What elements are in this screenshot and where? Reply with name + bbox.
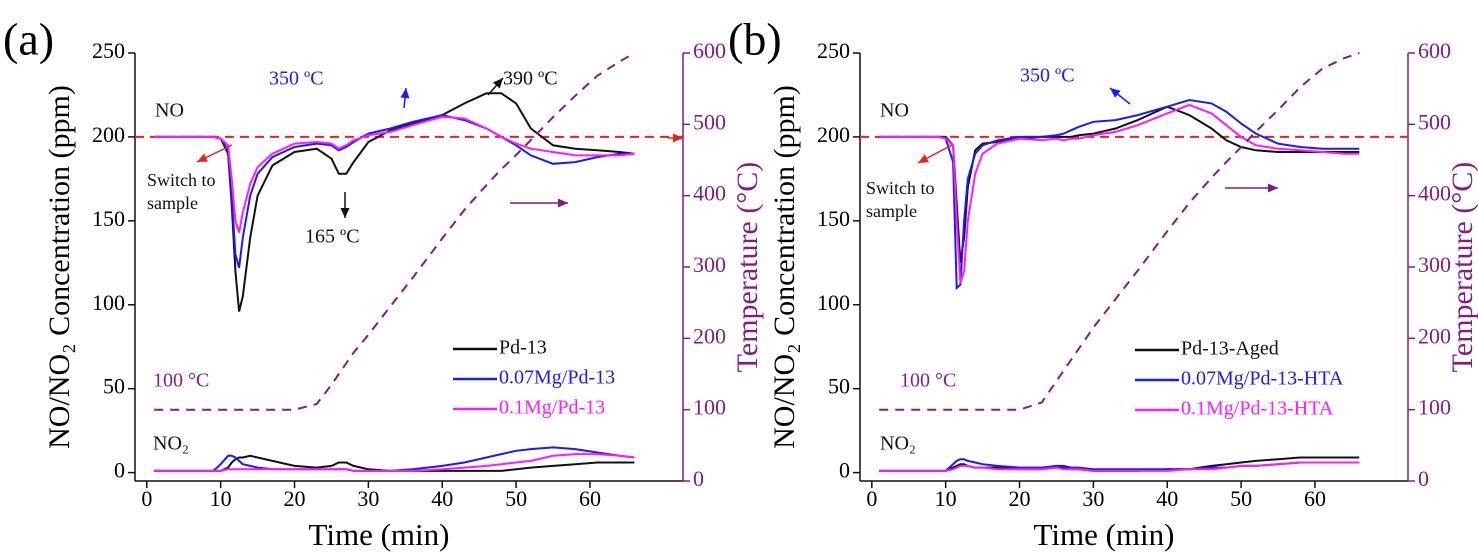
y-tick-label: 250 [817,38,850,63]
y2-tick-label: 600 [1418,38,1451,63]
series-line [879,461,1360,472]
x-tick-label: 40 [431,486,453,511]
y-tick-label: 0 [839,458,850,483]
arrow-head [1268,183,1278,193]
x-axis-label: Time (min) [309,517,450,552]
annotation: NO₂ [153,433,189,455]
annotation: 390 ºC [503,68,558,90]
series-line [154,115,635,233]
annotation: NO₂ [880,433,916,455]
y2-tick-label: 200 [693,323,726,348]
y2-tick-label: 200 [1418,323,1451,348]
annotation: 100 °C [153,370,209,392]
x-tick-label: 40 [1156,486,1178,511]
x-tick-label: 10 [935,486,957,511]
y-tick-label: 50 [828,374,850,399]
annotation: 350 ºC [1020,65,1075,87]
x-tick-label: 60 [579,486,601,511]
y2-tick-label: 100 [693,395,726,420]
y-axis-label: NO/NO₂ Concentration (ppm) [43,85,76,449]
annotation: NO [155,100,184,122]
y2-tick-label: 500 [693,109,726,134]
x-tick-label: 0 [866,486,877,511]
arrow-head [493,78,503,89]
annotation: 100 °C [900,370,956,392]
legend-label: 0.07Mg/Pd-13-HTA [1181,368,1344,390]
panel-label: (b) [728,14,782,65]
x-tick-label: 20 [1009,486,1031,511]
y-tick-label: 100 [92,290,125,315]
arrow-head [1110,88,1121,98]
y-tick-label: 250 [92,38,125,63]
x-tick-label: 20 [284,486,306,511]
arrow-head [340,208,350,218]
legend-label: 0.1Mg/Pd-13 [499,397,605,419]
series-line [154,114,635,269]
x-tick-label: 50 [505,486,527,511]
arrow-head [918,154,929,163]
legend-label: 0.07Mg/Pd-13 [499,367,615,389]
x-tick-label: 30 [357,486,379,511]
series-line [879,98,1360,291]
y-tick-label: 100 [817,290,850,315]
legend-label: Pd-13-Aged [1181,338,1279,360]
y2-tick-label: 500 [1418,109,1451,134]
y2-tick-label: 300 [693,252,726,277]
series-line [879,103,1360,284]
annotation: Switch to [866,178,935,198]
annotation: 350 ºC [269,68,324,90]
arrow-head [197,153,208,162]
y-tick-label: 150 [92,206,125,231]
arrow-head [400,88,410,99]
legend-label: Pd-13 [499,337,547,359]
x-axis-label: Time (min) [1034,517,1175,552]
annotation: sample [866,201,917,221]
y2-axis-label: Temperature (°C) [1446,162,1478,373]
annotation: NO [880,100,909,122]
temperature-line [879,52,1360,411]
legend-label: 0.1Mg/Pd-13-HTA [1181,398,1334,420]
y-tick-label: 150 [817,206,850,231]
arrow-head [558,198,568,208]
y2-tick-label: 600 [693,38,726,63]
annotation: 165 ºC [305,226,360,248]
y-tick-label: 200 [817,122,850,147]
temperature-line [154,52,635,411]
x-tick-label: 0 [141,486,152,511]
y2-tick-label: 300 [1418,252,1451,277]
y2-tick-label: 400 [693,181,726,206]
y-tick-label: 50 [103,374,125,399]
series-line [154,454,635,472]
x-tick-label: 10 [210,486,232,511]
y2-tick-label: 0 [693,466,704,491]
y2-axis-label: Temperature (°C) [731,162,764,373]
x-tick-label: 30 [1082,486,1104,511]
y2-tick-label: 0 [1418,466,1429,491]
y-tick-label: 200 [92,122,125,147]
annotation: Switch to [147,170,216,190]
x-tick-label: 60 [1304,486,1326,511]
y2-tick-label: 400 [1418,181,1451,206]
y-axis-label: NO/NO₂ Concentration (ppm) [768,85,801,449]
x-tick-label: 50 [1230,486,1252,511]
series-line [154,453,635,472]
arrow-head [673,133,683,143]
panel-label: (a) [3,14,54,65]
y2-tick-label: 100 [1418,395,1451,420]
annotation: sample [147,193,198,213]
y-tick-label: 0 [114,458,125,483]
